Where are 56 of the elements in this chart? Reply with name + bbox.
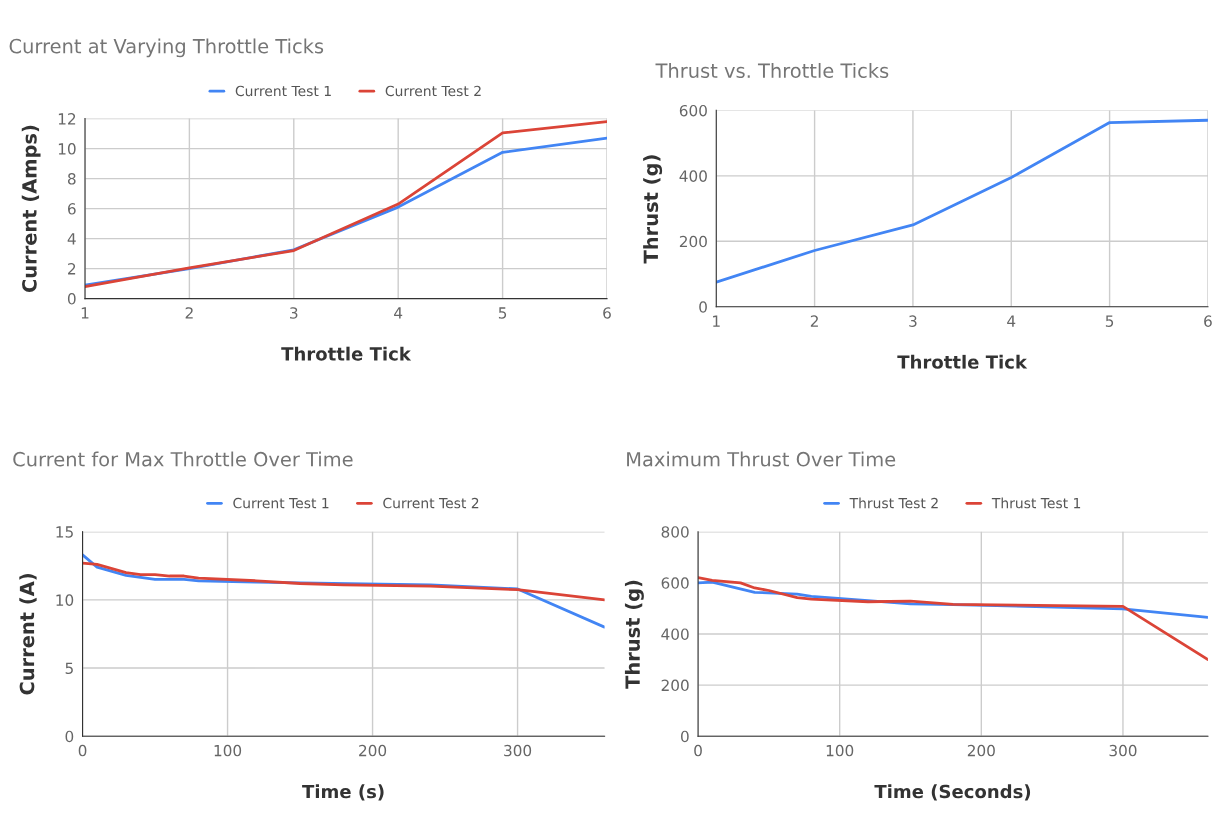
x-tick-label: 6 bbox=[603, 307, 611, 319]
chart-title: Maximum Thrust Over Time bbox=[627, 451, 896, 467]
x-axis-title: Throttle Tick bbox=[281, 346, 412, 361]
x-tick-label: 5 bbox=[498, 307, 507, 319]
x-tick-label: 4 bbox=[1007, 315, 1016, 327]
chart-title: Thrust vs. Throttle Ticks bbox=[655, 62, 889, 79]
y-tick-label: 600 bbox=[679, 104, 707, 117]
x-tick-label: 6 bbox=[1204, 315, 1212, 327]
y-axis-title: Current (Amps) bbox=[21, 125, 41, 293]
y-tick-label: 0 bbox=[681, 730, 689, 743]
y-tick-label: 10 bbox=[56, 594, 74, 606]
chart-title: Current at Varying Throttle Ticks bbox=[9, 38, 324, 58]
y-tick-label: 4 bbox=[67, 233, 76, 245]
legend-label: Current Test 1 bbox=[235, 85, 331, 97]
y-axis-title: Thrust (g) bbox=[643, 155, 663, 264]
x-tick-label: 300 bbox=[504, 744, 532, 757]
x-axis-title: Time (s) bbox=[302, 784, 384, 801]
x-tick-label: 100 bbox=[826, 744, 854, 757]
x-tick-label: 2 bbox=[810, 315, 818, 327]
y-tick-label: 600 bbox=[661, 577, 689, 589]
y-tick-label: 800 bbox=[661, 526, 689, 538]
y-tick-label: 12 bbox=[58, 113, 76, 125]
x-tick-label: 1 bbox=[713, 315, 720, 327]
y-tick-label: 15 bbox=[56, 526, 73, 538]
y-tick-label: 10 bbox=[58, 143, 76, 155]
y-tick-label: 400 bbox=[661, 628, 689, 640]
x-tick-label: 3 bbox=[909, 315, 917, 327]
x-axis-title: Throttle Tick bbox=[897, 354, 1028, 369]
y-tick-label: 200 bbox=[661, 679, 689, 692]
y-axis-title: Current (A) bbox=[19, 574, 37, 695]
x-tick-label: 4 bbox=[394, 307, 403, 319]
y-tick-label: 0 bbox=[67, 293, 76, 305]
x-tick-label: 100 bbox=[214, 744, 242, 757]
y-tick-label: 5 bbox=[65, 662, 73, 675]
y-tick-label: 0 bbox=[65, 730, 74, 743]
chart-title: Current for Max Throttle Over Time bbox=[13, 451, 353, 467]
x-tick-label: 3 bbox=[290, 307, 298, 319]
y-axis-title: Thrust (g) bbox=[624, 580, 644, 689]
legend-label: Thrust Test 1 bbox=[991, 497, 1081, 509]
x-tick-label: 300 bbox=[1109, 744, 1137, 757]
y-tick-label: 400 bbox=[679, 170, 707, 182]
legend-label: Thrust Test 2 bbox=[849, 497, 938, 509]
y-tick-label: 6 bbox=[67, 203, 76, 215]
x-tick-label: 1 bbox=[81, 307, 89, 319]
legend-label: Current Test 1 bbox=[233, 497, 329, 509]
x-tick-label: 5 bbox=[1105, 315, 1114, 327]
x-tick-label: 2 bbox=[185, 307, 193, 319]
x-tick-label: 200 bbox=[359, 744, 387, 757]
legend-label: Current Test 2 bbox=[383, 497, 479, 509]
x-axis-title: Time (Seconds) bbox=[874, 784, 1031, 801]
y-tick-label: 8 bbox=[67, 173, 76, 185]
y-tick-label: 200 bbox=[679, 235, 707, 248]
y-tick-label: 2 bbox=[68, 263, 76, 275]
x-tick-label: 0 bbox=[78, 744, 87, 757]
legend-label: Current Test 2 bbox=[385, 85, 481, 97]
x-tick-label: 200 bbox=[967, 744, 995, 757]
